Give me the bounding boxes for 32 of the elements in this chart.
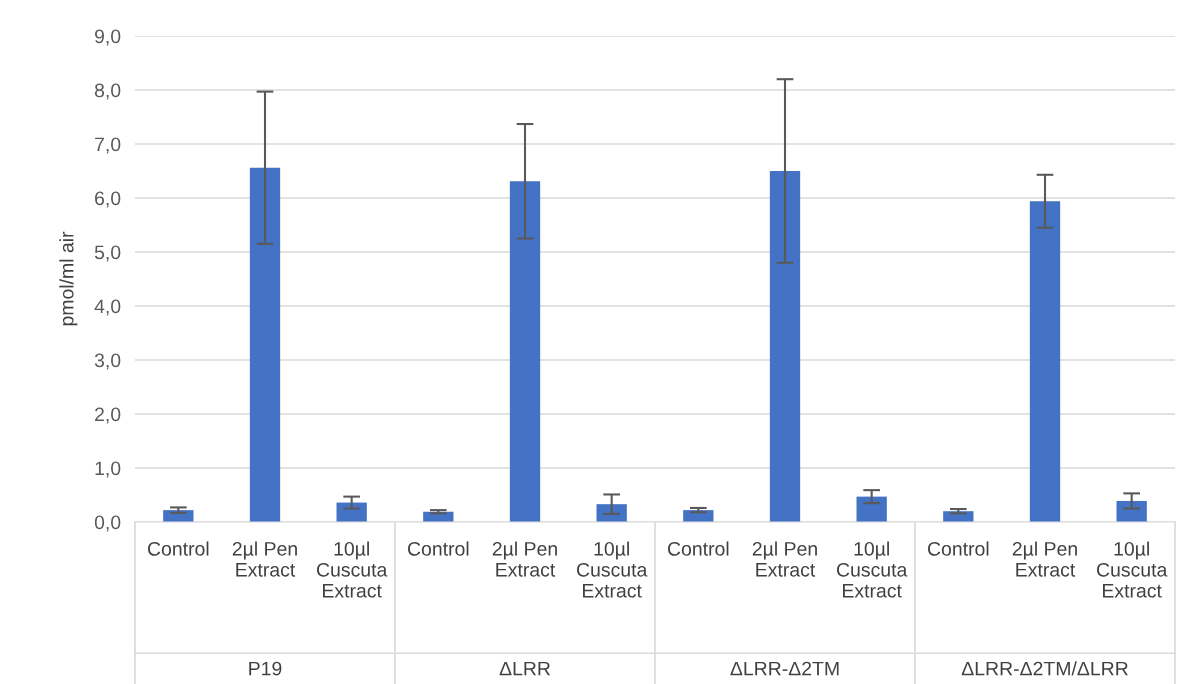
- x-tick-label: Control: [667, 541, 729, 556]
- y-tick-label: 9,0: [94, 29, 121, 46]
- y-tick-label: 3,0: [94, 353, 121, 370]
- bar: [769, 171, 801, 522]
- y-axis-title: pmol/ml air: [59, 231, 78, 326]
- y-tick-label: 8,0: [94, 83, 121, 100]
- y-tick-label: 4,0: [94, 299, 121, 316]
- x-tick-label: Control: [147, 541, 209, 556]
- bar: [509, 181, 541, 522]
- x-tick-label: 2µl Pen Extract: [1012, 541, 1077, 577]
- text: P19: [249, 661, 282, 676]
- x-tick-label: 10µl Cuscuta Extract: [1096, 541, 1168, 598]
- x-tick-label: 10µl Cuscuta Extract: [576, 541, 648, 598]
- y-tick-label: 1,0: [95, 461, 121, 478]
- y-tick-label: 6,0: [95, 191, 121, 208]
- y-tick-label: 5,0: [94, 245, 121, 262]
- bar: [856, 496, 887, 522]
- bar: [1029, 201, 1061, 522]
- x-tick-label: 10µl Cuscuta Extract: [316, 541, 388, 598]
- text: ΔLRR-Δ2TM: [730, 661, 839, 676]
- text: ΔLRR: [499, 661, 551, 676]
- x-tick-label: Control: [407, 541, 469, 556]
- x-tick-label: 2µl Pen Extract: [232, 541, 297, 577]
- y-tick-label: 0,0: [94, 515, 121, 532]
- x-tick-label: 2µl Pen Extract: [752, 541, 817, 577]
- x-tick-label: 2µl Pen Extract: [492, 541, 557, 577]
- y-tick-label: 7,0: [95, 137, 121, 154]
- y-tick-label: 2,0: [95, 407, 121, 424]
- bar: [249, 167, 281, 522]
- x-tick-label: Control: [927, 541, 989, 556]
- text: ΔLRR-Δ2TM/ΔLRR: [961, 661, 1128, 676]
- x-tick-label: 10µl Cuscuta Extract: [836, 541, 908, 598]
